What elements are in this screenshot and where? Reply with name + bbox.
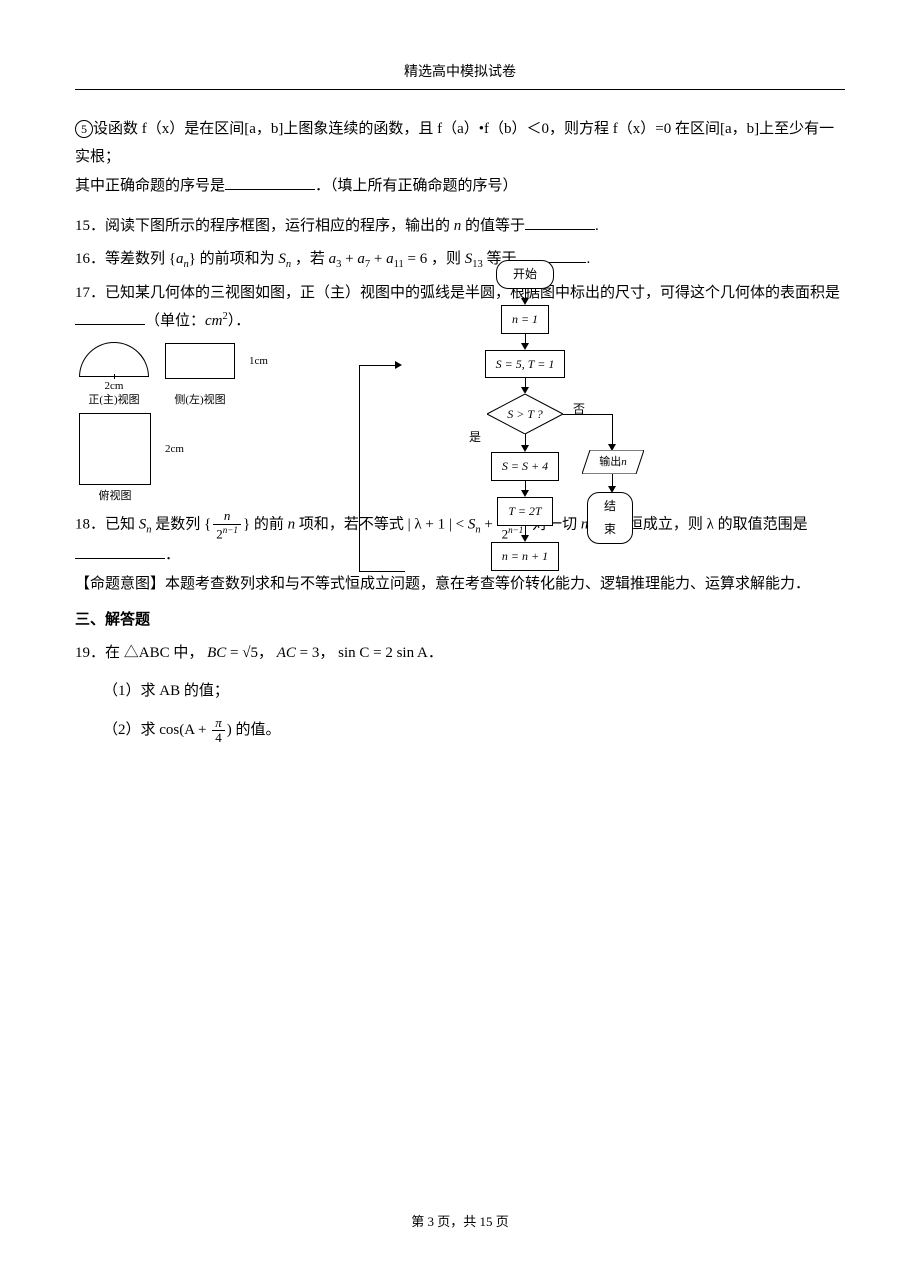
q16-tc: ，若 bbox=[291, 251, 329, 267]
q19-sqrt5: √5 bbox=[242, 645, 258, 661]
footer-mid: 页，共 bbox=[434, 1214, 480, 1229]
fc-cond: S > T ? bbox=[487, 394, 563, 434]
q19-eq3: = 3， bbox=[296, 645, 334, 661]
flowchart: 开始 n = 1 S = 5, T = 1 S > T ? 是 否 输出 bbox=[405, 260, 645, 571]
fc-cond-text: S > T ? bbox=[487, 394, 563, 434]
footer-prefix: 第 bbox=[411, 1214, 427, 1229]
q17-unit-a: （单位： bbox=[145, 313, 205, 329]
q16-ta: 16．等差数列 { bbox=[75, 251, 176, 267]
top-dim: 2cm bbox=[165, 442, 184, 456]
circled-5: 5 bbox=[75, 120, 93, 138]
q17-cm: cm bbox=[205, 313, 223, 329]
q15-period: . bbox=[595, 218, 599, 234]
question-15: 15．阅读下图所示的程序框图，运行相应的程序，输出的 n 的值等于. bbox=[75, 212, 845, 241]
top-view: 2cm 俯视图 bbox=[79, 413, 151, 503]
footer-suffix: 页 bbox=[493, 1214, 509, 1229]
question-19: 19．在 △ABC 中， BC = √5， AC = 3， sin C = 2 … bbox=[75, 639, 845, 668]
q16-a11: a bbox=[386, 251, 394, 267]
fc-output: 输出 n bbox=[582, 450, 644, 474]
q5-blank bbox=[225, 175, 315, 190]
q15-n: n bbox=[454, 218, 462, 234]
front-label: 正(主)视图 bbox=[79, 393, 149, 407]
page: 精选高中模拟试卷 5设函数 f（x）是在区间[a，b]上图象连续的函数，且 f（… bbox=[0, 0, 920, 1273]
q19-pi: π bbox=[212, 716, 225, 731]
q16-plus1: + bbox=[341, 251, 357, 267]
q18-tb: 是数列 { bbox=[152, 517, 212, 533]
q5-line2: 其中正确命题的序号是 ．（填上所有正确命题的序号） bbox=[75, 172, 845, 201]
q19-eq1: = bbox=[226, 645, 242, 661]
q19-ac: AC bbox=[277, 645, 296, 661]
side-label: 侧(左)视图 bbox=[165, 393, 235, 407]
q5-text-b: 其中正确命题的序号是 bbox=[75, 178, 225, 194]
side-view: 1cm 侧(左)视图 bbox=[165, 343, 235, 407]
q5-text-c: ．（填上所有正确命题的序号） bbox=[315, 178, 518, 194]
fc-n1: n = 1 bbox=[501, 305, 549, 334]
q15-text-b: 的值等于 bbox=[465, 218, 525, 234]
fc-s4: S = S + 4 bbox=[491, 452, 559, 481]
q16-a7: a bbox=[357, 251, 365, 267]
q17-unit-b: ）． bbox=[228, 313, 251, 329]
q15-text-a: 15．阅读下图所示的程序框图，运行相应的程序，输出的 bbox=[75, 218, 450, 234]
question-5: 5设函数 f（x）是在区间[a，b]上图象连续的函数，且 f（a）•f（b）＜0… bbox=[75, 115, 845, 172]
page-header: 精选高中模拟试卷 bbox=[75, 60, 845, 90]
footer-total: 15 bbox=[480, 1214, 493, 1229]
fc-start: 开始 bbox=[496, 260, 554, 289]
fc-st: S = 5, T = 1 bbox=[485, 350, 566, 379]
q19-p: ． bbox=[428, 645, 443, 661]
q19-c1: ， bbox=[258, 645, 273, 661]
front-view: 2cm 正(主)视图 bbox=[79, 342, 149, 408]
q19-sinc: sin C = 2 sin A bbox=[338, 645, 428, 661]
front-dim: 2cm bbox=[79, 379, 149, 393]
q19-p2: （2）求 cos(A + π4) 的值。 bbox=[103, 716, 845, 746]
fc-end: 结束 bbox=[587, 492, 633, 544]
q19-four: 4 bbox=[212, 731, 225, 745]
top-label: 俯视图 bbox=[79, 489, 151, 503]
q19-frac-pi4: π4 bbox=[212, 716, 225, 746]
page-footer: 第 3 页，共 15 页 bbox=[0, 1210, 920, 1235]
q18-blank bbox=[75, 544, 165, 559]
q19-p2b: ) 的值。 bbox=[227, 722, 281, 738]
q18-num1: n bbox=[213, 509, 241, 524]
fc-no: 否 bbox=[573, 398, 585, 421]
q19-ta: 19．在 △ABC 中， bbox=[75, 645, 203, 661]
q16-a11s: 11 bbox=[394, 259, 404, 270]
q18-period: ． bbox=[165, 547, 180, 563]
q16-plus2: + bbox=[370, 251, 386, 267]
q18-tf: 恒成立，则 λ 的取值范围是 bbox=[624, 517, 808, 533]
q18-frac1: n2n−1 bbox=[213, 509, 241, 541]
q19-p1: （1）求 AB 的值； bbox=[103, 677, 845, 706]
q5-text-a: 设函数 f（x）是在区间[a，b]上图象连续的函数，且 f（a）•f（b）＜0，… bbox=[75, 121, 834, 166]
fc-out-a: 输出 bbox=[599, 452, 621, 473]
q17-blank bbox=[75, 310, 145, 325]
section-3-title: 三、解答题 bbox=[75, 606, 845, 635]
fc-out-n: n bbox=[621, 452, 627, 473]
q19-bc: BC bbox=[207, 645, 226, 661]
q18-ta: 18．已知 bbox=[75, 517, 139, 533]
q16-tb: } 的前项和为 bbox=[189, 251, 279, 267]
q18-tc: } 的前 bbox=[243, 517, 288, 533]
q18-intent: 【命题意图】本题考查数列求和与不等式恒成立问题，意在考查等价转化能力、逻辑推理能… bbox=[75, 570, 845, 599]
q15-blank bbox=[525, 215, 595, 230]
fc-nplus: n = n + 1 bbox=[491, 542, 559, 571]
q19-p2a: （2）求 cos(A + bbox=[103, 722, 210, 738]
fc-yes: 是 bbox=[469, 426, 481, 449]
q16-Sn: S bbox=[278, 251, 286, 267]
side-dim: 1cm bbox=[249, 354, 268, 368]
fc-t2: T = 2T bbox=[497, 497, 552, 526]
q18-d1b: n−1 bbox=[223, 525, 238, 535]
